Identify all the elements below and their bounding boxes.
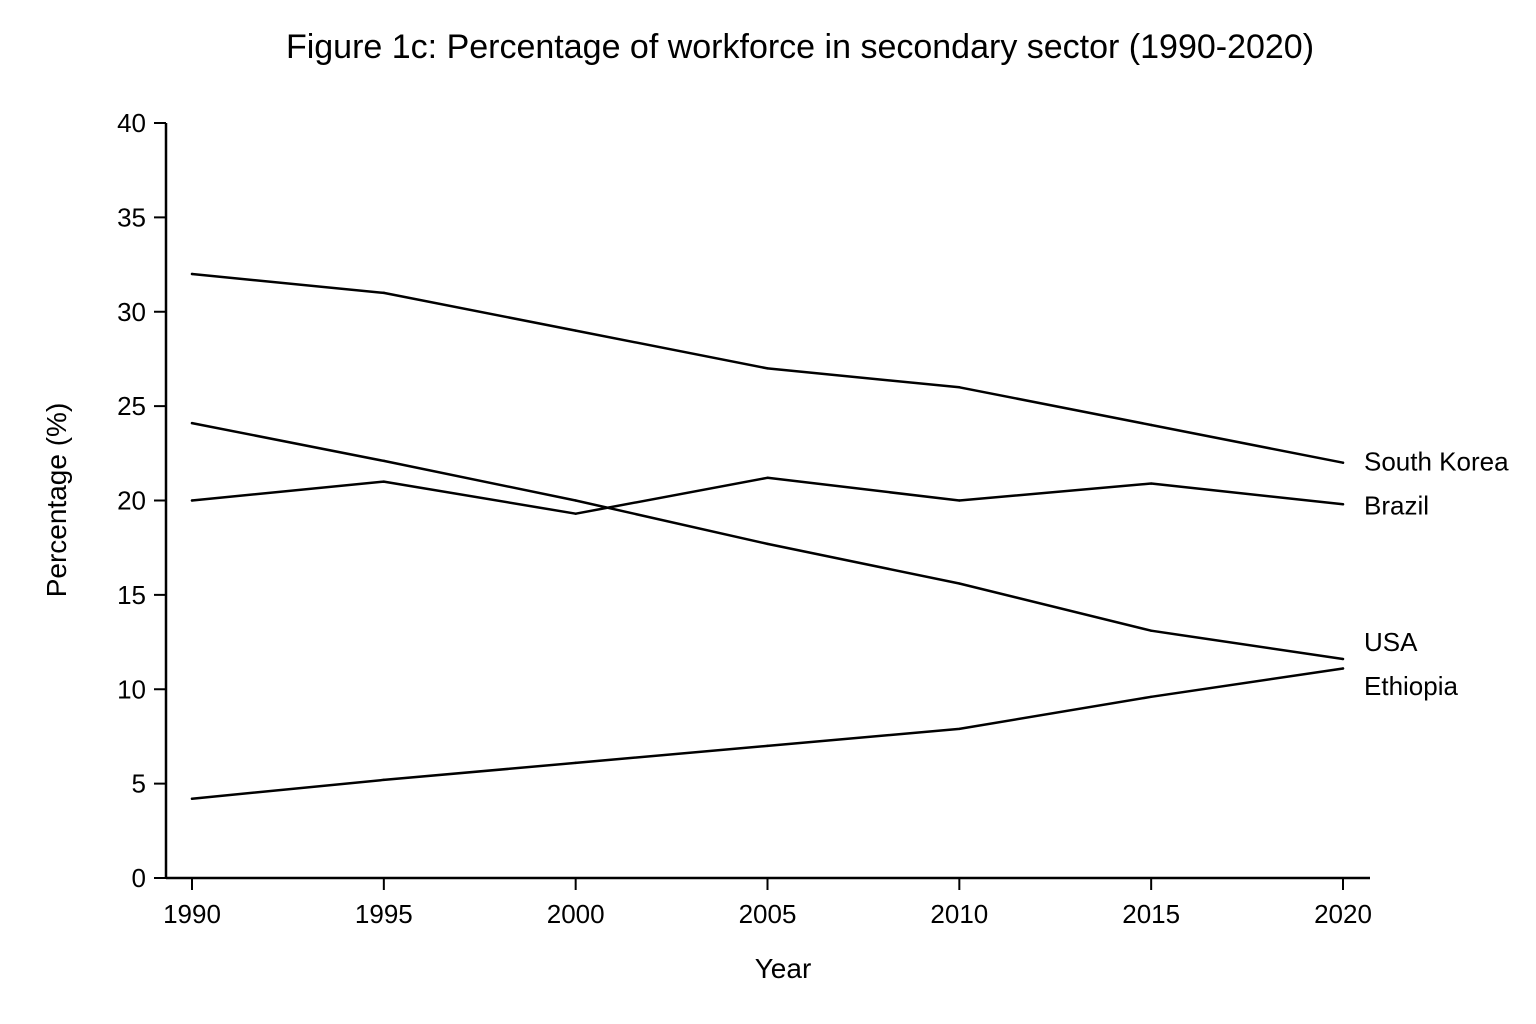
y-tick-label: 30: [117, 297, 146, 327]
series-labels: South Korea Brazil USA Ethiopia: [1364, 447, 1509, 701]
y-tick-label: 5: [132, 769, 146, 799]
series-label-usa: USA: [1364, 627, 1418, 657]
data-point-south-korea: [766, 367, 769, 370]
x-tick-label: 2020: [1314, 899, 1372, 929]
data-point-brazil: [190, 499, 194, 502]
y-axis-ticks: 0 5 10 15 20 25 30 35 40: [117, 108, 166, 893]
data-point-south-korea: [1341, 461, 1345, 464]
series-label-brazil: Brazil: [1364, 491, 1429, 521]
series-label-ethiopia: Ethiopia: [1364, 671, 1458, 701]
data-point-ethiopia: [1341, 667, 1345, 670]
y-tick-label: 25: [117, 391, 146, 421]
x-axis-label: Year: [755, 953, 812, 984]
x-tick-label: 2005: [739, 899, 797, 929]
data-point-ethiopia: [574, 761, 577, 765]
data-point-usa: [766, 542, 769, 546]
data-point-south-korea: [1149, 423, 1153, 427]
series-lines: [190, 272, 1345, 800]
data-point-south-korea: [382, 291, 386, 295]
y-tick-label: 20: [117, 486, 146, 516]
data-point-usa: [958, 582, 961, 585]
series-line-ethiopia: [190, 667, 1345, 800]
y-tick-label: 15: [117, 580, 146, 610]
x-tick-label: 1995: [355, 899, 413, 929]
y-axis-label: Percentage (%): [41, 403, 72, 598]
data-point-brazil: [382, 480, 386, 483]
data-point-brazil: [958, 499, 961, 502]
chart-title: Figure 1c: Percentage of workforce in se…: [286, 28, 1314, 66]
data-point-brazil: [1149, 482, 1153, 485]
data-point-ethiopia: [190, 797, 194, 800]
series-label-south-korea: South Korea: [1364, 447, 1509, 477]
data-point-south-korea: [574, 329, 577, 332]
data-point-usa: [1341, 657, 1345, 661]
x-tick-label: 2010: [930, 899, 988, 929]
data-point-brazil: [574, 512, 577, 515]
data-point-south-korea: [958, 386, 961, 389]
data-point-brazil: [766, 476, 769, 480]
x-tick-label: 2000: [547, 899, 605, 929]
y-tick-label: 35: [117, 202, 146, 232]
x-tick-label: 2015: [1122, 899, 1180, 929]
data-point-usa: [190, 421, 194, 425]
data-point-ethiopia: [958, 727, 961, 731]
data-point-south-korea: [190, 272, 194, 276]
series-line-brazil: [190, 476, 1345, 515]
data-point-usa: [382, 459, 386, 463]
x-tick-label: 1990: [163, 899, 221, 929]
series-line-usa: [190, 421, 1345, 661]
data-point-brazil: [1341, 503, 1345, 506]
data-point-usa: [574, 499, 577, 502]
axes: [164, 123, 1370, 880]
data-point-usa: [1149, 629, 1153, 632]
data-point-ethiopia: [382, 778, 386, 782]
data-point-ethiopia: [1149, 695, 1153, 698]
y-tick-label: 40: [117, 108, 146, 138]
y-tick-label: 10: [117, 674, 146, 704]
x-axis-ticks: 1990 1995 2000 2005 2010 2015 2020: [163, 878, 1372, 929]
y-tick-label: 0: [132, 863, 146, 893]
data-point-ethiopia: [766, 744, 769, 748]
